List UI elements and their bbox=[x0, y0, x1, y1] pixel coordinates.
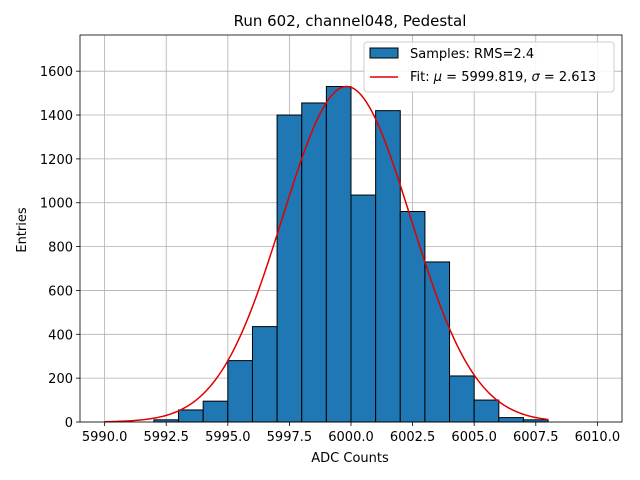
y-tick-label: 1600 bbox=[40, 65, 73, 80]
histogram-bar bbox=[325, 86, 352, 423]
histogram-bar bbox=[301, 102, 327, 423]
fit-curve bbox=[104, 85, 549, 423]
legend: Samples: RMS=2.4 Fit: μ = 5999.819, σ = … bbox=[363, 41, 615, 93]
y-tick-label: 1000 bbox=[40, 197, 73, 212]
histogram-bar bbox=[449, 375, 475, 423]
x-tick-label: 5995.0 bbox=[205, 430, 251, 445]
y-tick-label: 800 bbox=[48, 241, 73, 256]
histogram-bar bbox=[178, 409, 204, 423]
histogram-bars bbox=[153, 86, 549, 423]
histogram-bar bbox=[227, 360, 253, 423]
histogram-bar bbox=[350, 194, 377, 423]
x-tick-label: 5992.5 bbox=[143, 430, 189, 445]
x-tick-label: 6002.5 bbox=[390, 430, 436, 445]
y-tick-label: 1200 bbox=[40, 153, 73, 168]
chart-title: Run 602, channel048, Pedestal bbox=[234, 12, 467, 30]
legend-box bbox=[363, 41, 615, 93]
y-tick-label: 400 bbox=[48, 328, 73, 343]
x-axis-label: ADC Counts bbox=[311, 451, 389, 466]
x-tick-label: 5990.0 bbox=[82, 430, 128, 445]
legend-fit-sigma-value: = 2.613 bbox=[540, 70, 596, 85]
x-tick-label: 6010.0 bbox=[575, 430, 621, 445]
x-tick-label: 6005.0 bbox=[451, 430, 497, 445]
legend-fit-prefix: Fit: bbox=[410, 70, 434, 85]
y-axis-ticks: 0 200 400 600 800 1000 1200 1400 1600 bbox=[40, 65, 80, 431]
histogram-bar bbox=[251, 326, 278, 423]
histogram-bar bbox=[276, 114, 303, 423]
histogram-bar bbox=[375, 110, 401, 423]
x-axis-ticks: 5990.0 5992.5 5995.0 5997.5 6000.0 6002.5 6005… bbox=[82, 422, 620, 445]
histogram-bar bbox=[473, 399, 500, 423]
y-tick-label: 0 bbox=[65, 416, 73, 431]
x-tick-label: 5997.5 bbox=[267, 430, 313, 445]
y-tick-label: 200 bbox=[48, 372, 73, 387]
histogram-bar bbox=[498, 417, 524, 423]
histogram-bar bbox=[424, 261, 451, 423]
y-axis-label: Entries bbox=[15, 207, 30, 253]
legend-label-fit: Fit: μ = 5999.819, σ = 2.613 bbox=[410, 70, 596, 85]
legend-swatch-samples bbox=[369, 47, 399, 59]
x-tick-label: 6000.0 bbox=[328, 430, 374, 445]
y-tick-label: 1400 bbox=[40, 109, 73, 124]
x-tick-label: 6007.5 bbox=[513, 430, 559, 445]
histogram-bar bbox=[399, 211, 426, 423]
legend-fit-sigma-symbol: σ bbox=[532, 70, 541, 85]
legend-fit-mu-value: = 5999.819, bbox=[442, 70, 531, 85]
legend-fit-mu-symbol: μ bbox=[433, 70, 442, 85]
histogram-bar bbox=[202, 400, 229, 423]
legend-label-samples: Samples: RMS=2.4 bbox=[410, 47, 534, 62]
y-tick-label: 600 bbox=[48, 284, 73, 299]
